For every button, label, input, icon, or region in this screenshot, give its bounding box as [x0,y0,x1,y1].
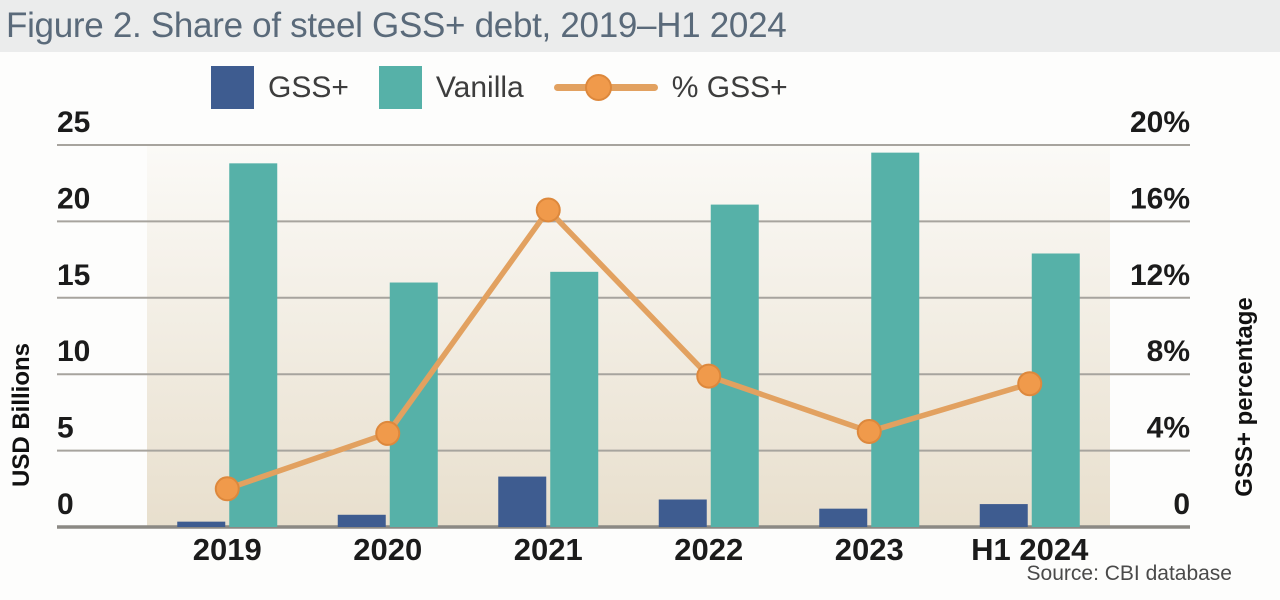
pct-marker-2023 [856,419,882,444]
right-axis-tick-4%: 4% [1147,412,1190,445]
left-axis-tick-20: 20 [57,182,90,215]
plot-background [147,145,1110,527]
pct-marker-2019 [214,476,240,502]
pct-marker-2021 [535,197,561,223]
x-label-2021: 2021 [514,532,583,567]
right-axis-title: GSS+ percentage [1231,297,1258,497]
legend-label-vanilla: Vanilla [435,70,524,104]
bar-GSS+-2022 [658,499,707,527]
legend-item-vanilla: Vanilla [378,66,524,109]
left-axis-tick-15: 15 [57,259,90,292]
bar-GSS+-H1 2024 [979,504,1028,527]
left-axis-tick-5: 5 [57,412,74,445]
chart-legend: GSS+ Vanilla % GSS+ [211,66,788,109]
source-note: Source: CBI database [1026,562,1232,585]
x-label-H1 2024: H1 2024 [971,532,1089,567]
pct-marker-2020 [375,420,401,446]
bar-GSS+-2023 [819,508,868,527]
pct-marker-icon [584,74,612,101]
legend-label-gss: GSS+ [268,70,349,104]
x-label-2023: 2023 [835,532,904,567]
gss-color-swatch [211,66,254,109]
pct-marker-H1 2024 [1017,371,1043,397]
legend-item-pct: % GSS+ [553,70,788,105]
right-axis-tick-8%: 8% [1147,335,1190,368]
bar-GSS+-2021 [498,476,547,527]
right-axis-tick-12%: 12% [1130,259,1190,292]
bar-Vanilla-2022 [710,204,759,528]
bar-Vanilla-2023 [871,152,920,527]
left-axis-tick-25: 25 [57,106,90,139]
pct-marker-2022 [696,363,722,389]
figure-title: Figure 2. Share of steel GSS+ debt, 2019… [6,6,787,45]
title-band [0,0,1280,52]
vanilla-color-swatch [378,66,422,109]
left-axis-title: USD Billions [8,343,35,488]
bar-GSS+-2020 [337,514,386,527]
bar-Vanilla-2019 [229,163,278,527]
x-label-2022: 2022 [674,532,743,567]
legend-item-gss: GSS+ [211,66,349,109]
left-axis-tick-0: 0 [57,488,74,521]
right-axis-tick-0: 0 [1173,488,1190,521]
right-axis-tick-20%: 20% [1130,106,1190,139]
x-label-2019: 2019 [193,532,262,567]
bar-GSS+-2019 [177,521,226,527]
bar-Vanilla-2020 [389,282,438,527]
pct-line-swatch [553,74,658,101]
left-axis-tick-10: 10 [57,335,90,368]
right-axis-tick-16%: 16% [1130,182,1190,215]
bar-Vanilla-2021 [550,271,599,527]
legend-label-pct: % GSS+ [671,70,788,104]
pct-gss-line [224,207,1033,492]
x-label-2020: 2020 [353,532,422,567]
